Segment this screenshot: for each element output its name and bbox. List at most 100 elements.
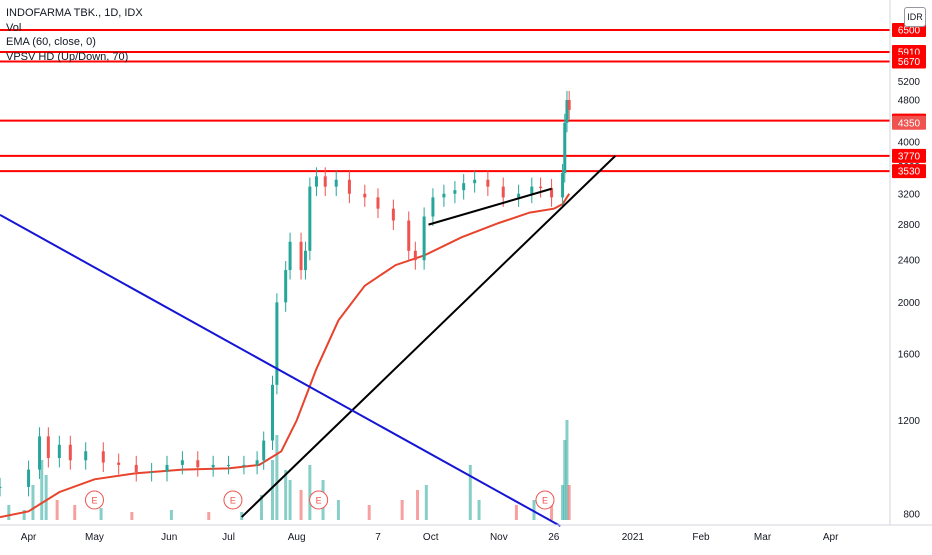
volume-bar: [7, 505, 11, 520]
earnings-mark-label: E: [316, 496, 322, 506]
price-labels: 6500591056704390435037703530: [892, 22, 926, 179]
legend-vpsv[interactable]: VPSV HD (Up/Down, 70): [6, 50, 129, 63]
volume-bar: [270, 460, 274, 520]
price-body: [0, 486, 2, 488]
price-body: [68, 444, 72, 461]
earnings-mark-label: E: [542, 496, 548, 506]
trendline-falling-line: [0, 214, 561, 527]
legend-volume[interactable]: Vol: [6, 21, 22, 34]
volume-bar: [563, 440, 567, 520]
volume-bar: [308, 465, 312, 520]
volume-bar: [567, 485, 571, 520]
volume-bar: [367, 505, 371, 520]
x-tick-label: Jul: [222, 532, 235, 543]
x-tick-label: 26: [548, 532, 560, 543]
price-body: [180, 460, 184, 465]
volume-bar: [550, 500, 554, 520]
volume-bar: [44, 475, 48, 520]
price-body: [270, 384, 274, 441]
currency-badge[interactable]: IDR: [904, 7, 926, 27]
x-tick-label: Nov: [490, 532, 508, 543]
x-tick-label: Mar: [754, 532, 772, 543]
trendline-autumn-support: [428, 187, 552, 226]
volume-bar: [130, 512, 134, 520]
volume-bar: [40, 460, 44, 520]
price-body: [363, 193, 367, 198]
price-body: [288, 241, 292, 271]
y-tick-label: 2800: [898, 220, 921, 231]
price-label-box: [892, 164, 926, 179]
price-body: [530, 186, 534, 194]
volume-bar: [468, 465, 472, 520]
price-label: 5910: [898, 47, 921, 58]
price-body: [422, 216, 426, 261]
volume-bar: [424, 485, 428, 520]
price-body: [242, 464, 246, 466]
earnings-mark: [535, 490, 555, 510]
volume-bar: [169, 510, 173, 520]
volume-bar: [284, 470, 288, 520]
price-body: [275, 302, 279, 385]
price-series: [0, 90, 571, 497]
y-tick-label: 2000: [898, 298, 921, 309]
y-tick-label: 5200: [898, 77, 921, 88]
price-body: [486, 179, 490, 187]
volume-series: [7, 420, 571, 520]
volume-bar: [288, 480, 292, 520]
y-tick-label: 1600: [898, 349, 921, 360]
price-body: [473, 179, 477, 184]
x-tick-label: Apr: [21, 532, 37, 543]
price-body: [323, 176, 327, 187]
price-body: [84, 451, 88, 461]
x-tick-label: May: [85, 532, 104, 543]
price-body: [563, 122, 567, 174]
plot-area: [0, 0, 890, 550]
price-body: [376, 197, 380, 209]
price-body: [567, 100, 571, 110]
legend-ema[interactable]: EMA (60, close, 0): [6, 36, 96, 48]
x-tick-label: Aug: [288, 532, 306, 543]
volume-bar: [336, 500, 340, 520]
earnings-mark: [84, 490, 104, 510]
price-body: [227, 464, 231, 466]
y-tick-label: 4800: [898, 96, 921, 107]
price-body: [262, 440, 266, 461]
price-body: [117, 462, 121, 465]
volume-bar: [260, 495, 264, 520]
price-body: [550, 188, 554, 198]
earnings-mark-label: E: [91, 496, 97, 506]
price-label: 3530: [898, 167, 921, 178]
price-body: [462, 183, 466, 191]
legend-symbol-title[interactable]: INDOFARMA TBK., 1D, IDX: [6, 7, 143, 19]
y-tick-label: 1200: [898, 416, 921, 427]
price-body: [347, 179, 351, 194]
volume-bar: [73, 505, 77, 520]
price-body: [46, 436, 50, 458]
price-body: [314, 176, 318, 187]
y-tick-label: 800: [903, 510, 920, 521]
volume-bar: [532, 500, 536, 520]
volume-bar: [99, 508, 103, 520]
volume-bar: [565, 420, 569, 520]
price-body: [565, 100, 569, 123]
price-body: [255, 460, 259, 465]
trendline-rising-support: [241, 155, 617, 518]
volume-bar: [207, 512, 211, 520]
volume-bar: [22, 510, 26, 520]
horizontal-levels: [0, 28, 890, 173]
price-body: [334, 179, 338, 187]
price-body: [57, 444, 61, 458]
earnings-mark: [223, 490, 243, 510]
price-body: [27, 469, 31, 487]
price-body: [284, 270, 288, 303]
price-axis: [890, 0, 932, 550]
price-label: 3770: [898, 151, 921, 162]
price-body: [211, 464, 215, 468]
price-body: [561, 173, 565, 198]
price-body: [501, 186, 505, 198]
x-tick-label: Jun: [161, 532, 177, 543]
price-body: [453, 190, 457, 194]
